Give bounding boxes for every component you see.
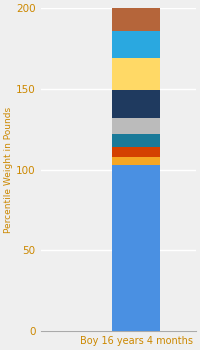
Y-axis label: Percentile Weight in Pounds: Percentile Weight in Pounds bbox=[4, 106, 13, 233]
Bar bbox=[112, 157, 160, 165]
Bar bbox=[112, 31, 160, 58]
Bar bbox=[112, 147, 160, 157]
Bar bbox=[112, 165, 160, 331]
Bar bbox=[112, 134, 160, 147]
Bar bbox=[112, 58, 160, 91]
Bar bbox=[112, 8, 160, 31]
Bar bbox=[112, 118, 160, 134]
Bar bbox=[112, 91, 160, 118]
